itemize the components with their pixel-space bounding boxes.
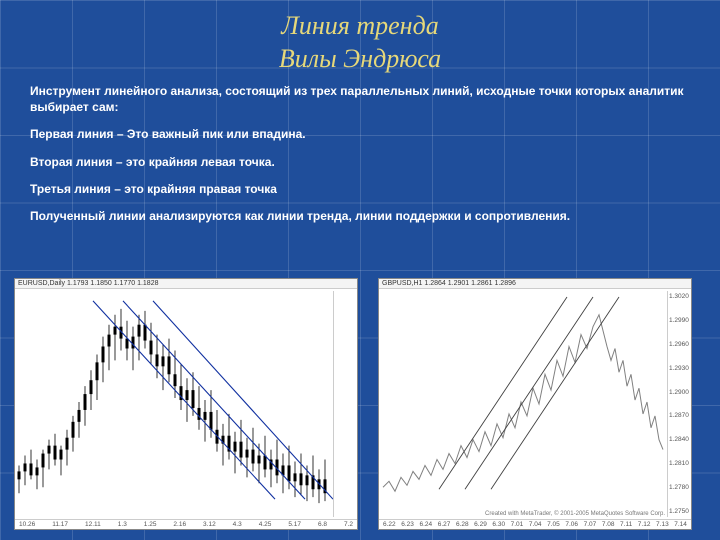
body-text: Инструмент линейного анализа, состоящий … bbox=[0, 75, 720, 224]
chart-right-header: GBPUSD,H1 1.2864 1.2901 1.2861 1.2896 bbox=[379, 279, 691, 289]
chart-right: GBPUSD,H1 1.2864 1.2901 1.2861 1.2896 1.… bbox=[378, 278, 692, 530]
chart-right-footer: Created with MetaTrader, © 2001-2005 Met… bbox=[485, 511, 665, 517]
para-3: Вторая линия – это крайняя левая точка. bbox=[30, 154, 690, 170]
chart-left-header: EURUSD,Daily 1.1793 1.1850 1.1770 1.1828 bbox=[15, 279, 357, 289]
para-2: Первая линия – Это важный пик или впадин… bbox=[30, 126, 690, 142]
chart-left-svg bbox=[15, 291, 333, 517]
chart-right-svg bbox=[379, 291, 667, 517]
chart-left-xaxis: 10.2611.1712.111.31.252.163.124.34.255.1… bbox=[15, 519, 357, 529]
chart-right-yaxis: 1.30201.29901.29601.29301.29001.28701.28… bbox=[667, 291, 691, 517]
chart-left-plot bbox=[15, 291, 333, 517]
para-5: Полученный линии анализируются как линии… bbox=[30, 208, 690, 224]
para-4: Третья линия – это крайняя правая точка bbox=[30, 181, 690, 197]
slide-title: Линия тренда Вилы Эндрюса bbox=[0, 0, 720, 75]
chart-left-yaxis bbox=[333, 291, 357, 517]
charts-row: EURUSD,Daily 1.1793 1.1850 1.1770 1.1828… bbox=[14, 278, 706, 530]
chart-right-xaxis: 6.226.236.246.276.286.296.307.017.047.05… bbox=[379, 519, 691, 529]
title-line-2: Вилы Эндрюса bbox=[0, 43, 720, 76]
title-line-1: Линия тренда bbox=[0, 10, 720, 43]
para-1: Инструмент линейного анализа, состоящий … bbox=[30, 83, 690, 115]
chart-left: EURUSD,Daily 1.1793 1.1850 1.1770 1.1828… bbox=[14, 278, 358, 530]
chart-right-plot bbox=[379, 291, 667, 517]
